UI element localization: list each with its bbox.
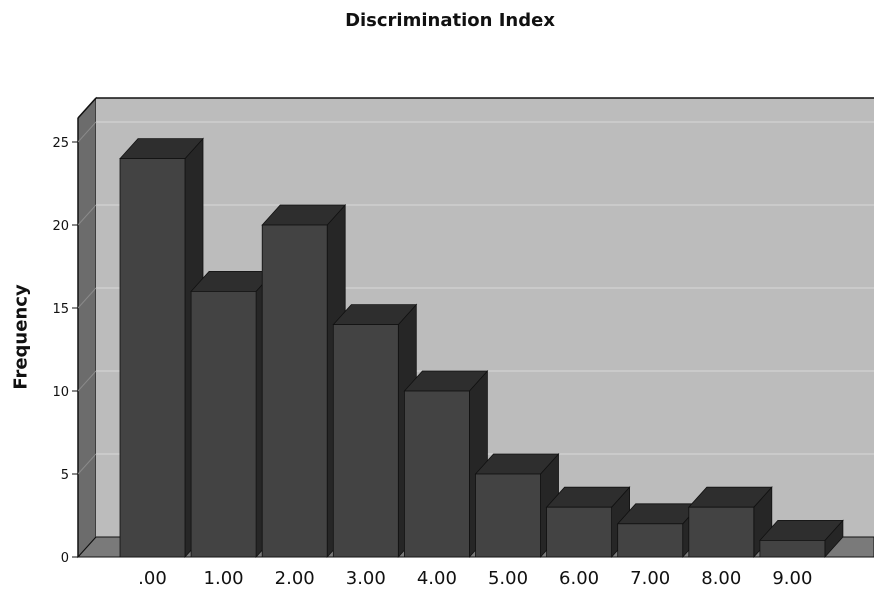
y-tick-label: 5 [61, 468, 69, 483]
x-tick-label: 3.00 [346, 568, 386, 589]
bar-front [546, 506, 612, 558]
bar [119, 137, 204, 559]
x-tick-label: 7.00 [630, 568, 670, 589]
x-tick-label: 1.00 [204, 568, 244, 589]
bar [545, 486, 631, 559]
y-tick-label: 25 [52, 136, 69, 151]
x-tick-label: 5.00 [488, 568, 528, 589]
x-tick-label: .00 [138, 568, 167, 589]
bar-front [261, 224, 328, 558]
bar-front [617, 523, 684, 558]
bar-front [475, 473, 541, 558]
bar [759, 519, 844, 559]
y-tick-label: 10 [52, 385, 69, 400]
x-tick-label: 9.00 [772, 568, 812, 589]
bar-front [759, 540, 826, 558]
gridline-wall [77, 121, 97, 143]
x-tick-label: 6.00 [559, 568, 599, 589]
gridline-wall [77, 287, 97, 309]
gridline-wall [77, 204, 97, 226]
y-tick-label: 20 [52, 219, 69, 234]
plot-left-wall [77, 96, 97, 559]
bar [190, 270, 275, 559]
gridline-wall [77, 453, 97, 475]
x-tick-label: 4.00 [417, 568, 457, 589]
gridline-wall [77, 370, 97, 392]
bar [332, 303, 418, 559]
x-tick-label: 2.00 [275, 568, 315, 589]
x-axis-ticks: .00 1.00 2.00 3.00 4.00 5.00 6.00 7.00 8.00 9.00 [138, 568, 812, 589]
bar [616, 502, 702, 559]
bar-front [688, 506, 755, 558]
bars [119, 137, 844, 559]
bar-front [119, 158, 186, 558]
bar [403, 369, 489, 559]
bar [261, 203, 347, 559]
y-tick-label: 15 [52, 302, 69, 317]
bar-front [403, 390, 470, 558]
x-tick-label: 8.00 [701, 568, 741, 589]
bar-front [190, 290, 257, 558]
y-tick-label: 0 [61, 551, 69, 566]
bar [687, 486, 773, 559]
y-axis-ticks: 0 5 10 15 20 25 [52, 136, 78, 566]
plot-top-left-edge [77, 97, 97, 119]
bar-front [332, 324, 399, 558]
bar [474, 452, 560, 559]
chart-title: Discrimination Index [345, 10, 555, 31]
